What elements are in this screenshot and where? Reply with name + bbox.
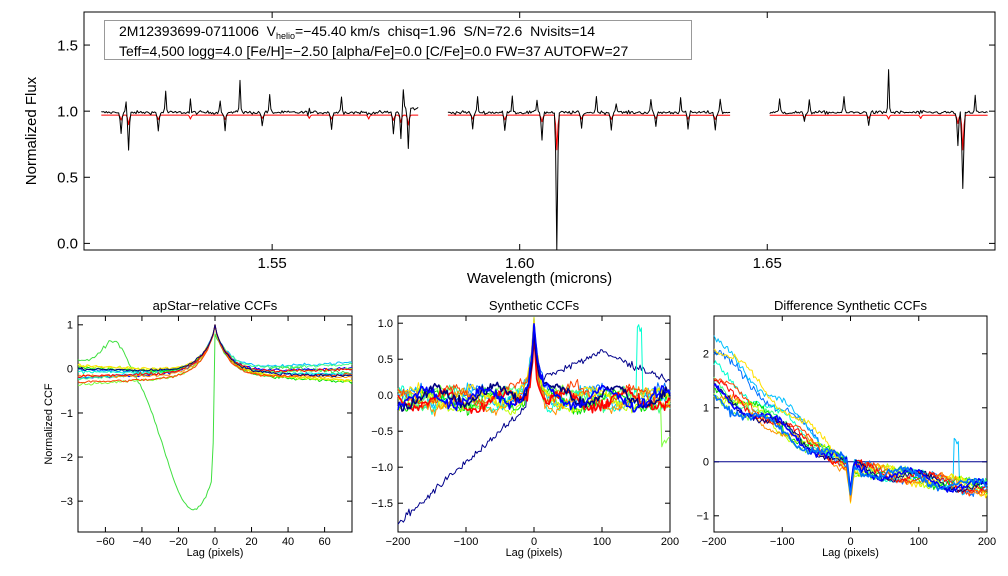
difference-ccf-ytick-label: 1 <box>703 403 709 415</box>
synthetic-ccf-series-6 <box>397 337 671 448</box>
difference-ccf-series-4 <box>713 376 988 493</box>
vhelio-value: =−45.40 km/s <box>295 23 380 39</box>
apstar-ccf-ylabel: Normalized CCF <box>43 383 55 465</box>
synthetic-ccf-title: Synthetic CCFs <box>489 298 580 313</box>
apstar-ccf-ytick-label: 1 <box>67 320 73 332</box>
difference-ccf-series-6 <box>713 388 988 501</box>
star-id: 2M12393699-0711006 <box>119 23 259 39</box>
synthetic-ccf-xtick-label: 100 <box>593 536 611 548</box>
difference-ccf-series-2 <box>713 335 988 496</box>
synthetic-ccf-xtick-label: 200 <box>661 536 679 548</box>
apstar-ccf-series-14 <box>77 324 353 378</box>
spectrum-annotation-box: 2M12393699-0711006 Vhelio=−45.40 km/s ch… <box>104 20 692 60</box>
difference-ccf-series-3 <box>713 360 988 493</box>
apstar-ccf-title: apStar−relative CCFs <box>153 298 278 313</box>
synthetic-ccf-series-14 <box>397 323 671 413</box>
difference-ccf-series-1 <box>713 350 988 497</box>
observed-spectrum-chip-3 <box>769 69 988 189</box>
synthetic-ccf-xlabel: Lag (pixels) <box>506 547 563 559</box>
apstar-ccf-ytick-label: 0 <box>67 364 73 376</box>
synthetic-ccf-ytick-label: −1.5 <box>371 498 393 510</box>
difference-ccf-xtick-label: 100 <box>910 536 928 548</box>
apstar-ccf-ytick-label: −1 <box>60 408 73 420</box>
synthetic-ccf-ytick-label: 1.0 <box>378 318 393 330</box>
annotation-line-1: 2M12393699-0711006 Vhelio=−45.40 km/s ch… <box>119 24 691 44</box>
annotation-line-2: Teff=4,500 logg=4.0 [Fe/H]=−2.50 [alpha/… <box>119 43 629 59</box>
snr-value: S/N=72.6 <box>463 23 523 39</box>
apstar-ccf-ytick-label: −3 <box>60 496 73 508</box>
vhelio-subscript: helio <box>276 31 296 41</box>
apstar-ccf-xtick-label: 40 <box>282 536 294 548</box>
apstar-ccf-ytick-label: −2 <box>60 452 73 464</box>
nvisits-value: Nvisits=14 <box>530 23 596 39</box>
spectrum-ytick-label: 0.0 <box>57 236 78 253</box>
observed-spectrum-chip-1 <box>101 79 419 151</box>
vhelio-prefix: V <box>266 23 276 39</box>
apstar-ccf-xtick-label: 0 <box>212 536 218 548</box>
spectrum-ytick-label: 0.5 <box>57 170 78 187</box>
apstar-ccf-xlabel: Lag (pixels) <box>187 547 244 559</box>
spectrum-ylabel: Normalized Flux <box>23 76 40 185</box>
synthetic-ccf-xtick-label: −200 <box>386 536 411 548</box>
difference-ccf-series-14 <box>713 394 988 496</box>
difference-ccf-xtick-label: 0 <box>847 536 853 548</box>
difference-ccf-xlabel: Lag (pixels) <box>822 547 879 559</box>
model-spectrum-chip-1 <box>101 114 419 126</box>
model-spectrum-chip-3 <box>769 114 988 151</box>
synthetic-ccf-ytick-label: 0.5 <box>378 354 393 366</box>
apstar-ccf-xtick-label: 60 <box>318 536 330 548</box>
spectrum-ytick-label: 1.0 <box>57 103 78 120</box>
difference-ccf-xtick-label: 200 <box>978 536 996 548</box>
apstar-ccf-xtick-label: −60 <box>96 536 115 548</box>
spectrum-frame <box>83 11 996 251</box>
difference-ccf-ytick-label: 2 <box>703 349 709 361</box>
synthetic-ccf-xtick-label: 0 <box>531 536 537 548</box>
difference-ccf-ytick-label: −1 <box>696 511 709 523</box>
model-spectrum-chip-2 <box>447 114 731 151</box>
difference-ccf-ytick-label: 0 <box>703 457 709 469</box>
difference-ccf-xtick-label: −200 <box>702 536 727 548</box>
synthetic-ccf-ytick-label: −0.5 <box>371 426 393 438</box>
synthetic-ccf-series-1 <box>397 329 671 525</box>
difference-ccf-title: Difference Synthetic CCFs <box>774 298 927 313</box>
apstar-ccf-series-1 <box>77 333 353 511</box>
spectrum-xtick-label: 1.55 <box>258 255 287 272</box>
spectrum-xtick-label: 1.65 <box>753 255 782 272</box>
observed-spectrum-chip-2 <box>447 95 731 251</box>
spectrum-xlabel: Wavelength (microns) <box>467 270 612 287</box>
difference-ccf-xtick-label: −100 <box>770 536 795 548</box>
difference-ccf-series-9 <box>713 393 988 503</box>
spectrum-ytick-label: 1.5 <box>57 37 78 54</box>
chisq-value: chisq=1.96 <box>387 23 456 39</box>
apstar-ccf-xtick-label: −40 <box>133 536 152 548</box>
synthetic-ccf-ytick-label: 0.0 <box>378 390 393 402</box>
synthetic-ccf-ytick-label: −1.0 <box>371 462 393 474</box>
apstar-ccf-xtick-label: −20 <box>169 536 188 548</box>
spectrum-xtick-label: 1.60 <box>505 255 534 272</box>
synthetic-ccf-xtick-label: −100 <box>454 536 479 548</box>
synthetic-ccf-series-9 <box>397 316 671 410</box>
apstar-ccf-xtick-label: 20 <box>245 536 257 548</box>
